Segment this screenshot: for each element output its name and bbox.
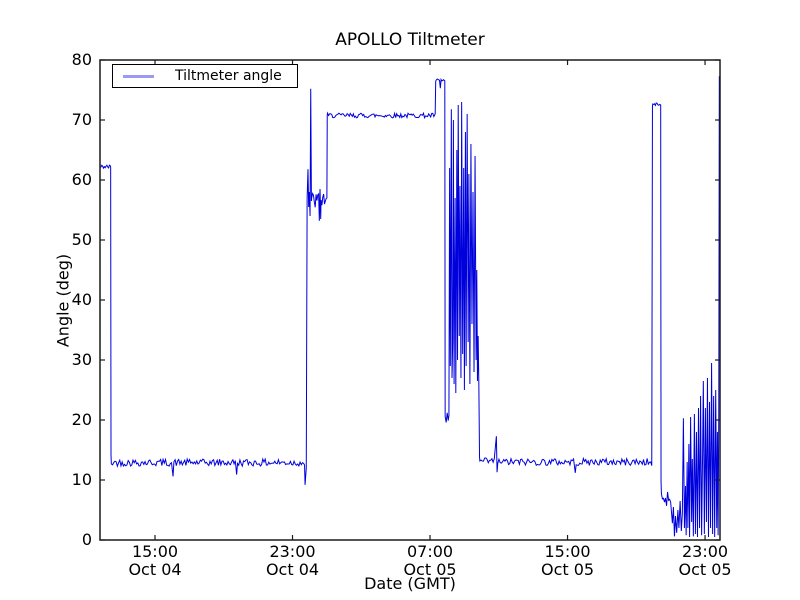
x-tick-label: 15:00 Oct 04 — [128, 542, 182, 579]
chart-title: APOLLO Tiltmeter — [335, 30, 485, 50]
x-tick-label: 23:00 Oct 05 — [678, 542, 732, 579]
axes-frame — [99, 59, 721, 541]
y-tick-label: 10 — [71, 470, 92, 489]
x-tick-label: 07:00 Oct 05 — [403, 542, 457, 579]
x-axis-label: Date (GMT) — [364, 574, 456, 593]
legend-label: Tiltmeter angle — [175, 68, 282, 84]
x-tick-label: 23:00 Oct 04 — [265, 542, 320, 579]
y-tick-label: 70 — [71, 110, 92, 129]
legend: Tiltmeter angle — [112, 64, 298, 88]
y-tick-label: 30 — [71, 350, 92, 369]
y-tick-label: 50 — [71, 230, 92, 249]
legend-line-sample — [123, 74, 154, 78]
x-tick-label: 15:00 Oct 05 — [540, 542, 595, 579]
y-tick-label: 40 — [71, 290, 92, 309]
y-tick-label: 80 — [71, 50, 92, 69]
y-tick-label: 60 — [71, 170, 92, 189]
y-tick-label: 20 — [71, 410, 92, 429]
tiltmeter-line-series — [100, 76, 720, 538]
y-tick-label: 0 — [81, 530, 92, 549]
